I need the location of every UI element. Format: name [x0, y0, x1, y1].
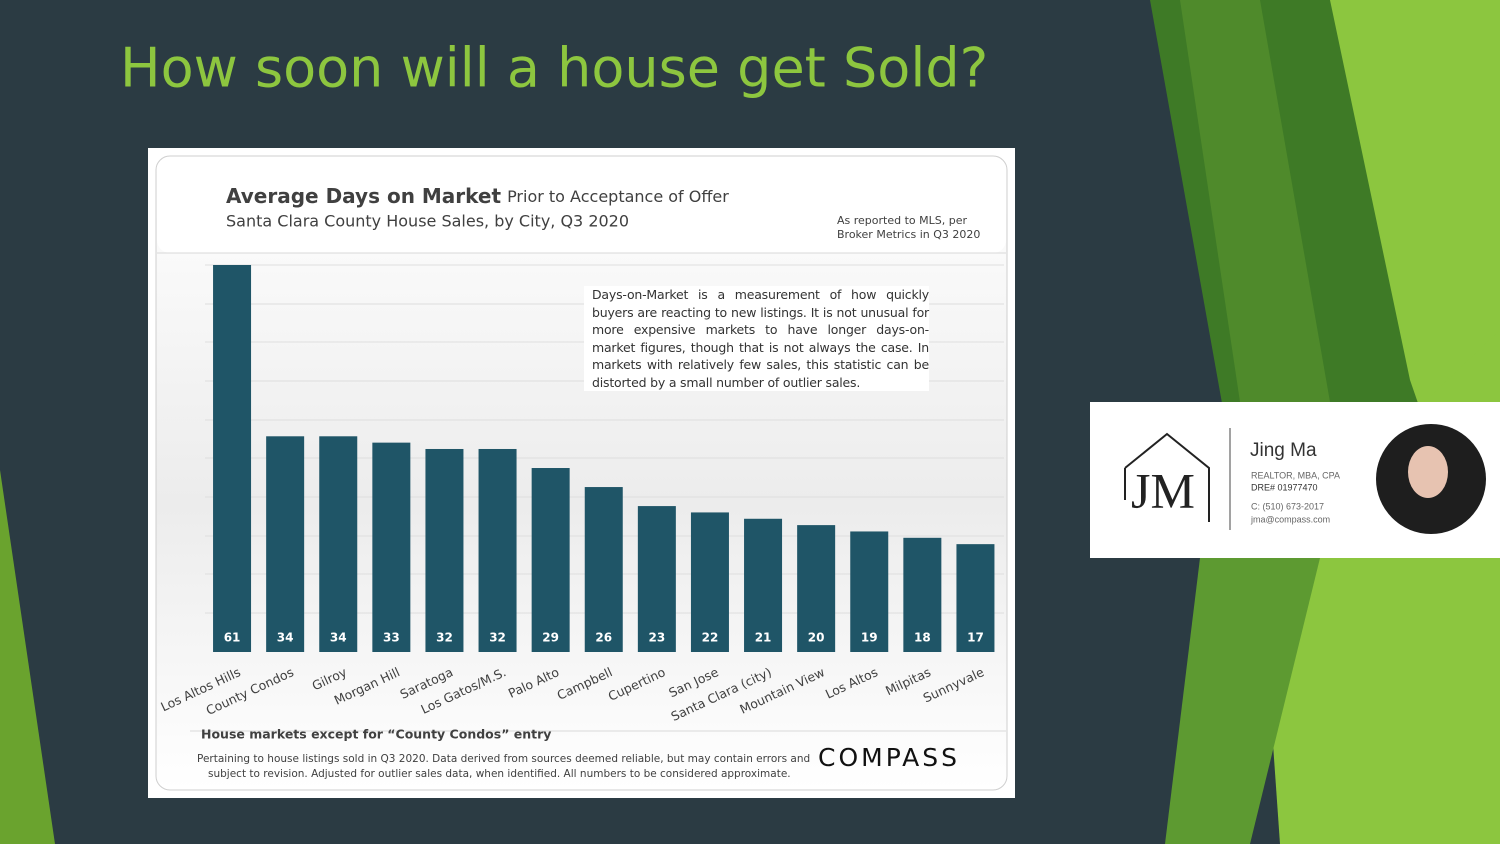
value-label: 61 [224, 631, 241, 645]
chart-title: Average Days on Market Prior to Acceptanc… [226, 184, 729, 208]
disclaimer: Pertaining to house listings sold in Q3 … [197, 753, 810, 765]
logo-house [1124, 432, 1210, 522]
footnote: House markets except for “County Condos”… [201, 727, 551, 742]
business-card: JM Jing Ma REALTOR, MBA, CPA DRE# 019774… [1090, 402, 1500, 558]
card-license: DRE# 01977470 [1251, 482, 1318, 492]
card-phone: C: (510) 673-2017 [1251, 501, 1324, 511]
value-label: 17 [967, 631, 984, 645]
bar [266, 436, 305, 652]
bar [956, 544, 995, 652]
source-note: As reported to MLS, per [837, 214, 967, 227]
bar [372, 442, 411, 652]
bar [531, 468, 570, 652]
bar [744, 518, 783, 652]
value-label: 22 [702, 631, 719, 645]
value-label: 32 [489, 631, 506, 645]
bar [425, 448, 464, 652]
card-credentials: REALTOR, MBA, CPA [1251, 470, 1340, 480]
value-label: 34 [277, 631, 294, 645]
bar [319, 436, 358, 652]
header-band [157, 157, 1006, 253]
bar [690, 512, 729, 652]
value-label: 26 [595, 631, 612, 645]
logo-mark: JM [1131, 462, 1195, 518]
annotation: Days-on-Market is a measurement of how q… [584, 286, 929, 391]
chart-title-main: Average Days on Market [226, 184, 501, 208]
bar [637, 506, 676, 652]
value-label: 32 [436, 631, 453, 645]
value-label: 21 [755, 631, 772, 645]
value-label: 33 [383, 631, 400, 645]
bar [478, 448, 517, 652]
bar [213, 265, 252, 652]
value-label: 29 [542, 631, 559, 645]
bar [850, 531, 889, 652]
portrait [1408, 446, 1448, 498]
disclaimer: subject to revision. Adjusted for outlie… [208, 768, 791, 780]
brand-logo: COMPASS [818, 743, 960, 772]
value-label: 20 [808, 631, 825, 645]
card-email: jma@compass.com [1250, 514, 1330, 524]
value-label: 18 [914, 631, 931, 645]
bar [584, 487, 623, 652]
source-note: Broker Metrics in Q3 2020 [837, 228, 980, 241]
value-label: 23 [648, 631, 665, 645]
bar [903, 537, 942, 652]
chart-subtitle: Santa Clara County House Sales, by City,… [226, 212, 629, 231]
value-label: 34 [330, 631, 347, 645]
slide-title: How soon will a house get Sold? [120, 37, 988, 100]
bar [797, 525, 836, 652]
card-name: Jing Ma [1250, 440, 1317, 461]
value-label: 19 [861, 631, 878, 645]
chart-title-note: Prior to Acceptance of Offer [507, 187, 729, 206]
